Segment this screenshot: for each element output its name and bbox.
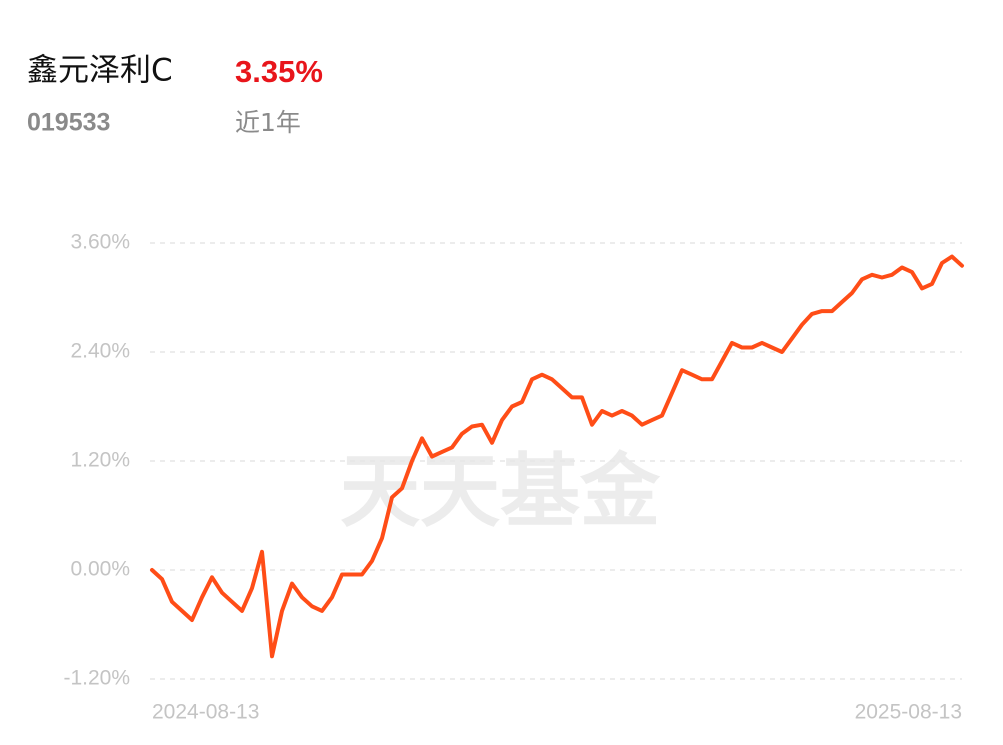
period: 近1年 — [235, 108, 301, 137]
fund-name: 鑫元泽利C — [27, 53, 173, 89]
y-tick-label: -1.20% — [63, 667, 130, 690]
fund-code: 019533 — [27, 109, 110, 137]
line-series — [150, 254, 964, 659]
y-tick-label: 1.20% — [70, 449, 130, 472]
y-tick-label: 3.60% — [70, 231, 130, 254]
watermark: 天天基金 — [340, 444, 661, 538]
x-tick-label: 2025-08-13 — [855, 701, 962, 724]
y-tick-label: 2.40% — [70, 340, 130, 363]
y-tick-label: 0.00% — [70, 558, 130, 581]
fund-return: 3.35% — [235, 54, 323, 89]
x-tick-label: 2024-08-13 — [152, 701, 259, 724]
